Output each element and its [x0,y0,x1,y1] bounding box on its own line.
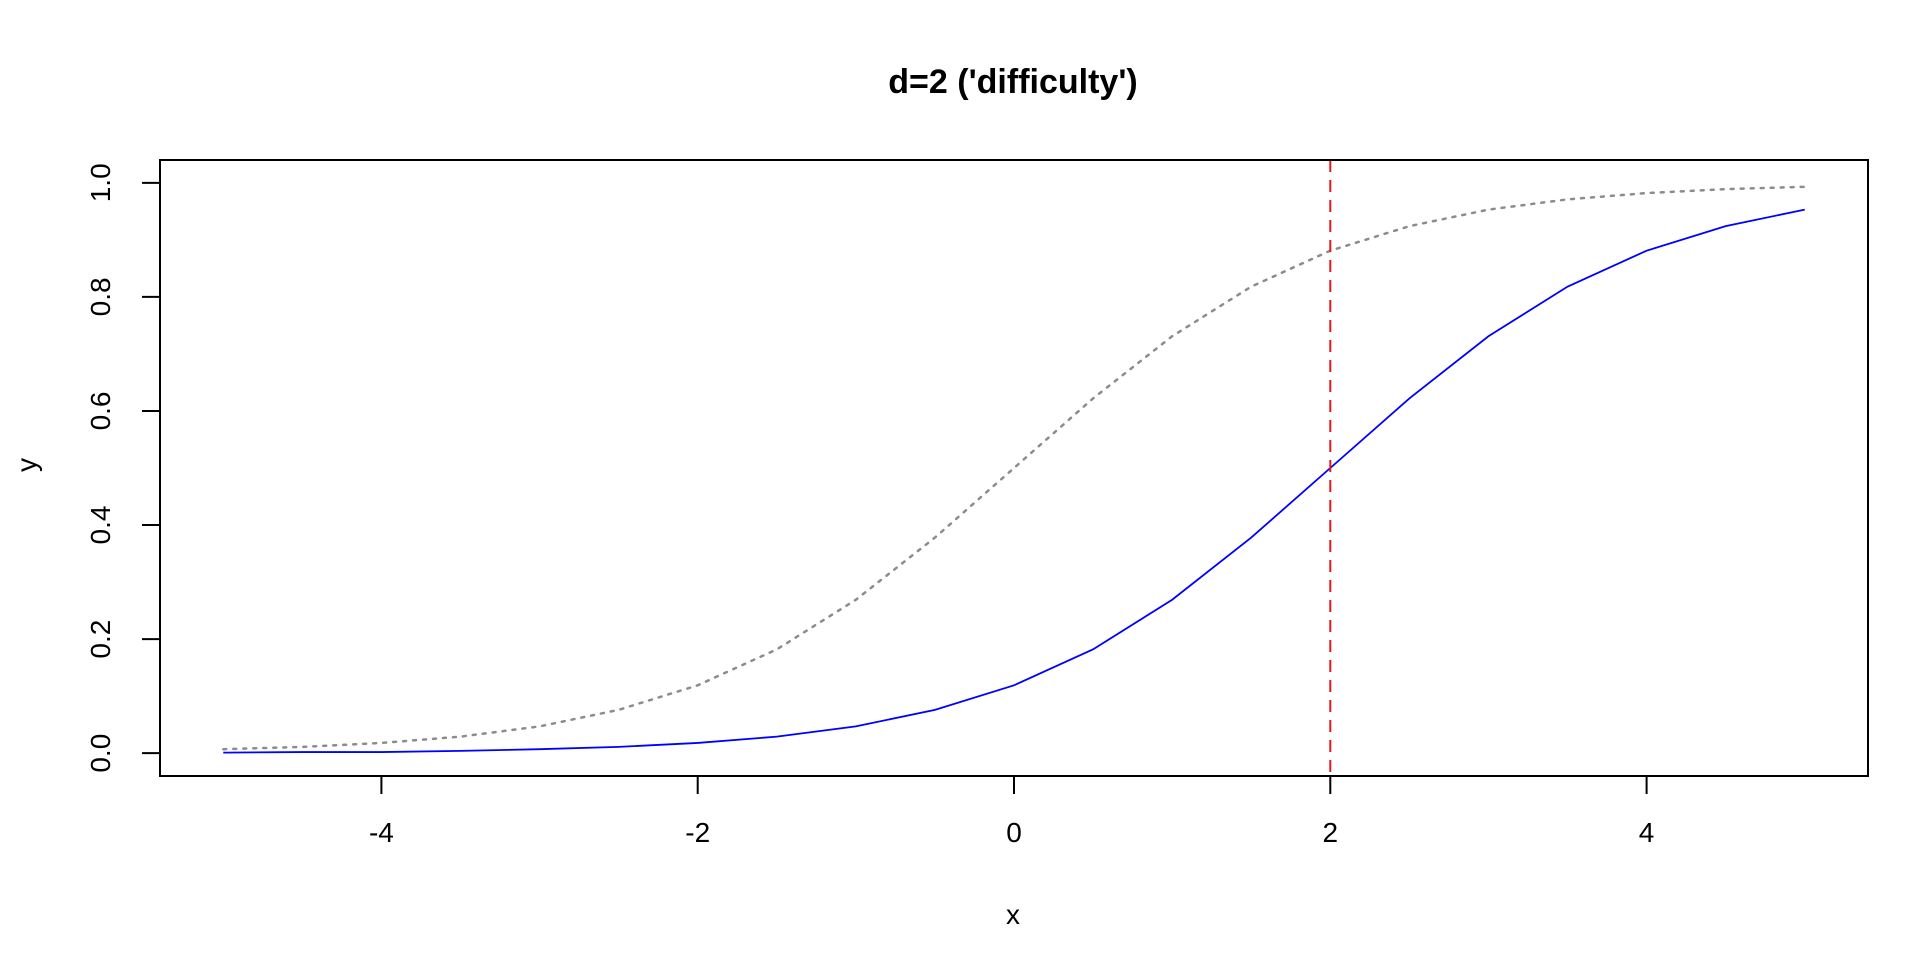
series-line-1 [222,185,1806,751]
y-tick-label: 0.6 [85,391,116,430]
x-axis: -4 -2 0 2 4 [369,775,1655,848]
chart-title: d=2 ('difficulty') [888,63,1137,101]
y-tick-label: 0.0 [85,734,116,773]
x-tick-label: -2 [685,817,710,848]
series-layer [222,185,1806,754]
y-tick-label: 1.0 [85,163,116,202]
y-axis-label: y [11,458,42,472]
x-tick-label: 0 [1006,817,1022,848]
x-tick-label: 4 [1639,817,1655,848]
series-line-2 [223,208,1805,754]
x-tick-label: -4 [369,817,394,848]
x-tick-label: 2 [1323,817,1339,848]
plot-area [159,159,1869,777]
x-axis-label: x [1006,899,1020,930]
y-tick-label: 0.2 [85,620,116,659]
y-tick-label: 0.8 [85,277,116,316]
y-axis: 0.0 0.2 0.4 0.6 0.8 1.0 [85,163,161,773]
y-tick-label: 0.4 [85,506,116,545]
plot-frame [159,159,1869,777]
